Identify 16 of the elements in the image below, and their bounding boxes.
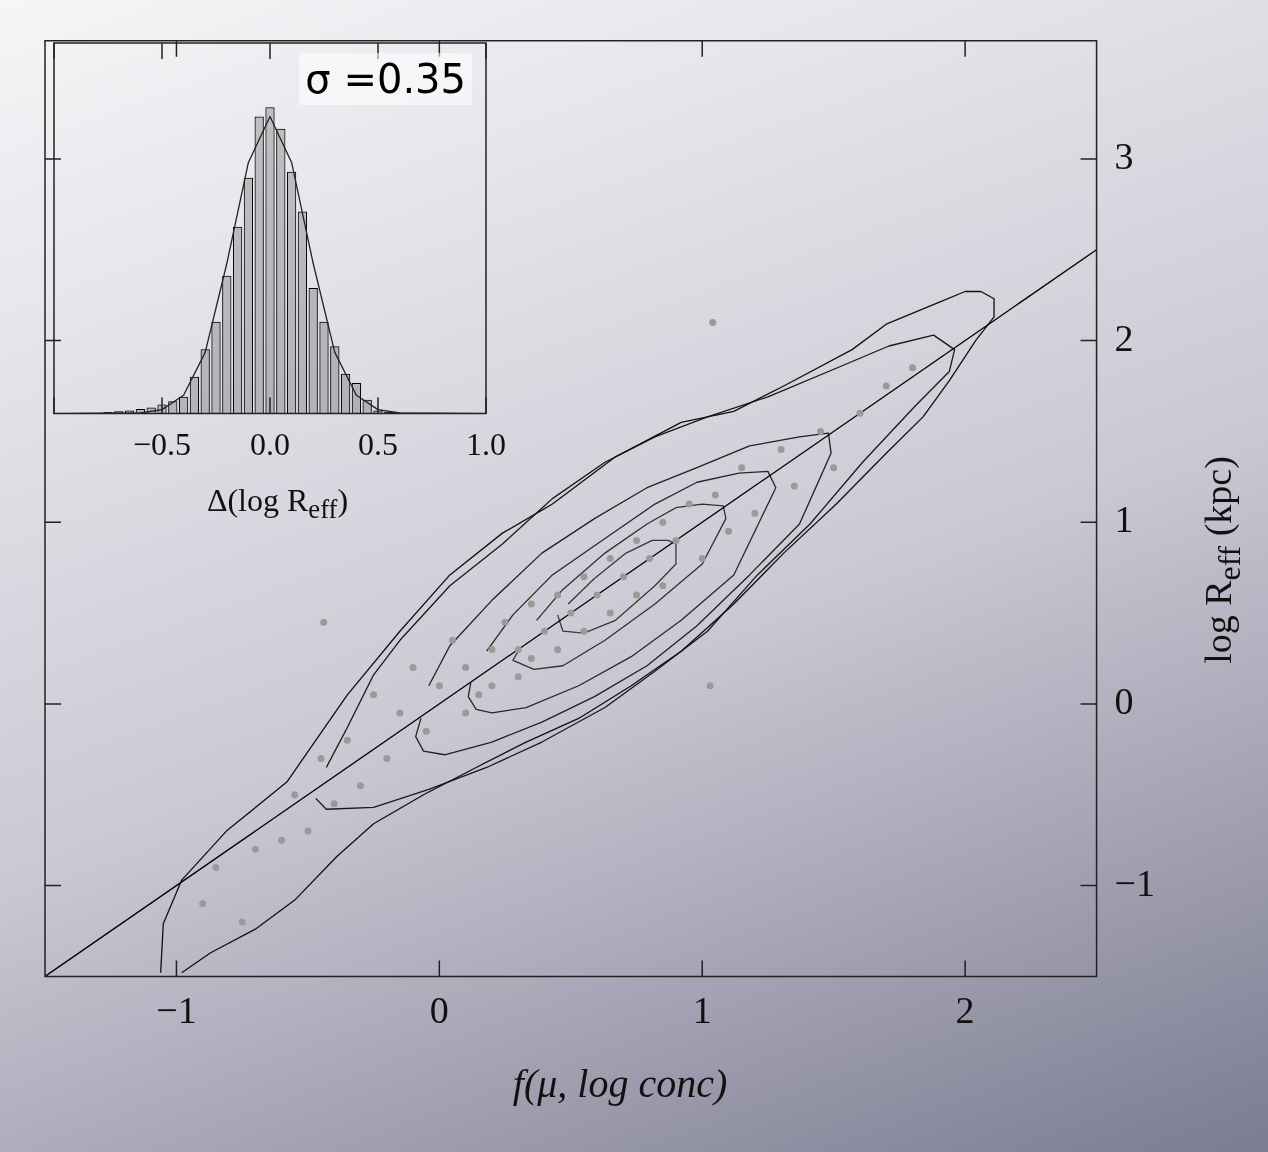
x-tick-label: 0.0	[250, 426, 290, 463]
x-tick-label: 0	[429, 989, 449, 1032]
y-tick-label: −1	[1114, 861, 1156, 904]
x-tick-label: 2	[955, 989, 975, 1032]
y-tick-label: 3	[1114, 134, 1134, 177]
x-tick-label: 1.0	[466, 426, 506, 463]
annotation: σ =0.35	[305, 56, 467, 102]
x-tick-label: 1	[692, 989, 712, 1032]
x-axis-title: f(μ, log conc)	[511, 1060, 729, 1107]
x-tick-label: −0.5	[132, 426, 192, 463]
x-tick-label: −1	[156, 989, 197, 1032]
x-tick-label: 0.5	[358, 426, 398, 463]
y-tick-label: 1	[1114, 498, 1134, 541]
x-axis-title: Δ(log R$_{eff}$)	[205, 482, 350, 526]
y-tick-label: 0	[1114, 679, 1134, 722]
y-tick-label: 2	[1114, 316, 1134, 359]
